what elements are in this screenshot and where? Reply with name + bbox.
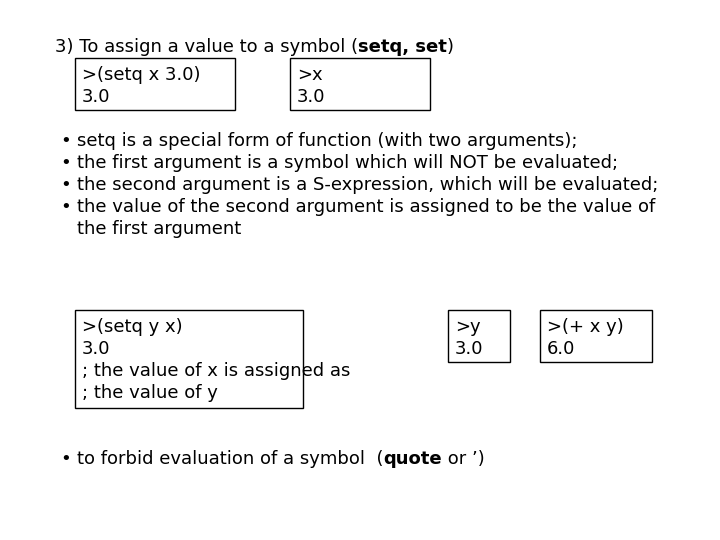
Text: the first argument is a symbol which will NOT be evaluated;: the first argument is a symbol which wil… [77, 154, 618, 172]
Text: to forbid evaluation of a symbol  (: to forbid evaluation of a symbol ( [77, 450, 384, 468]
Text: or ’): or ’) [442, 450, 485, 468]
FancyBboxPatch shape [75, 310, 303, 408]
Text: ; the value of y: ; the value of y [82, 384, 218, 402]
Text: •: • [60, 132, 71, 150]
FancyBboxPatch shape [75, 58, 235, 110]
Text: 3.0: 3.0 [455, 340, 484, 358]
Text: ; the value of x is assigned as: ; the value of x is assigned as [82, 362, 351, 380]
Text: •: • [60, 176, 71, 194]
Text: 3) To assign a value to a symbol (: 3) To assign a value to a symbol ( [55, 38, 358, 56]
Text: •: • [60, 450, 71, 468]
Text: the first argument: the first argument [77, 220, 241, 238]
Text: setq is a special form of function (with two arguments);: setq is a special form of function (with… [77, 132, 577, 150]
Text: >(setq x 3.0): >(setq x 3.0) [82, 66, 200, 84]
Text: •: • [60, 198, 71, 216]
Text: •: • [60, 154, 71, 172]
FancyBboxPatch shape [290, 58, 430, 110]
Text: 3.0: 3.0 [82, 88, 110, 106]
Text: >y: >y [455, 318, 481, 336]
Text: setq, set: setq, set [358, 38, 447, 56]
Text: >(setq y x): >(setq y x) [82, 318, 183, 336]
Text: the value of the second argument is assigned to be the value of: the value of the second argument is assi… [77, 198, 655, 216]
Text: 3.0: 3.0 [82, 340, 110, 358]
FancyBboxPatch shape [540, 310, 652, 362]
Text: the second argument is a S-expression, which will be evaluated;: the second argument is a S-expression, w… [77, 176, 658, 194]
Text: quote: quote [384, 450, 442, 468]
Text: >x: >x [297, 66, 323, 84]
Text: 6.0: 6.0 [547, 340, 575, 358]
FancyBboxPatch shape [448, 310, 510, 362]
Text: >(+ x y): >(+ x y) [547, 318, 624, 336]
Text: 3.0: 3.0 [297, 88, 325, 106]
Text: ): ) [447, 38, 454, 56]
